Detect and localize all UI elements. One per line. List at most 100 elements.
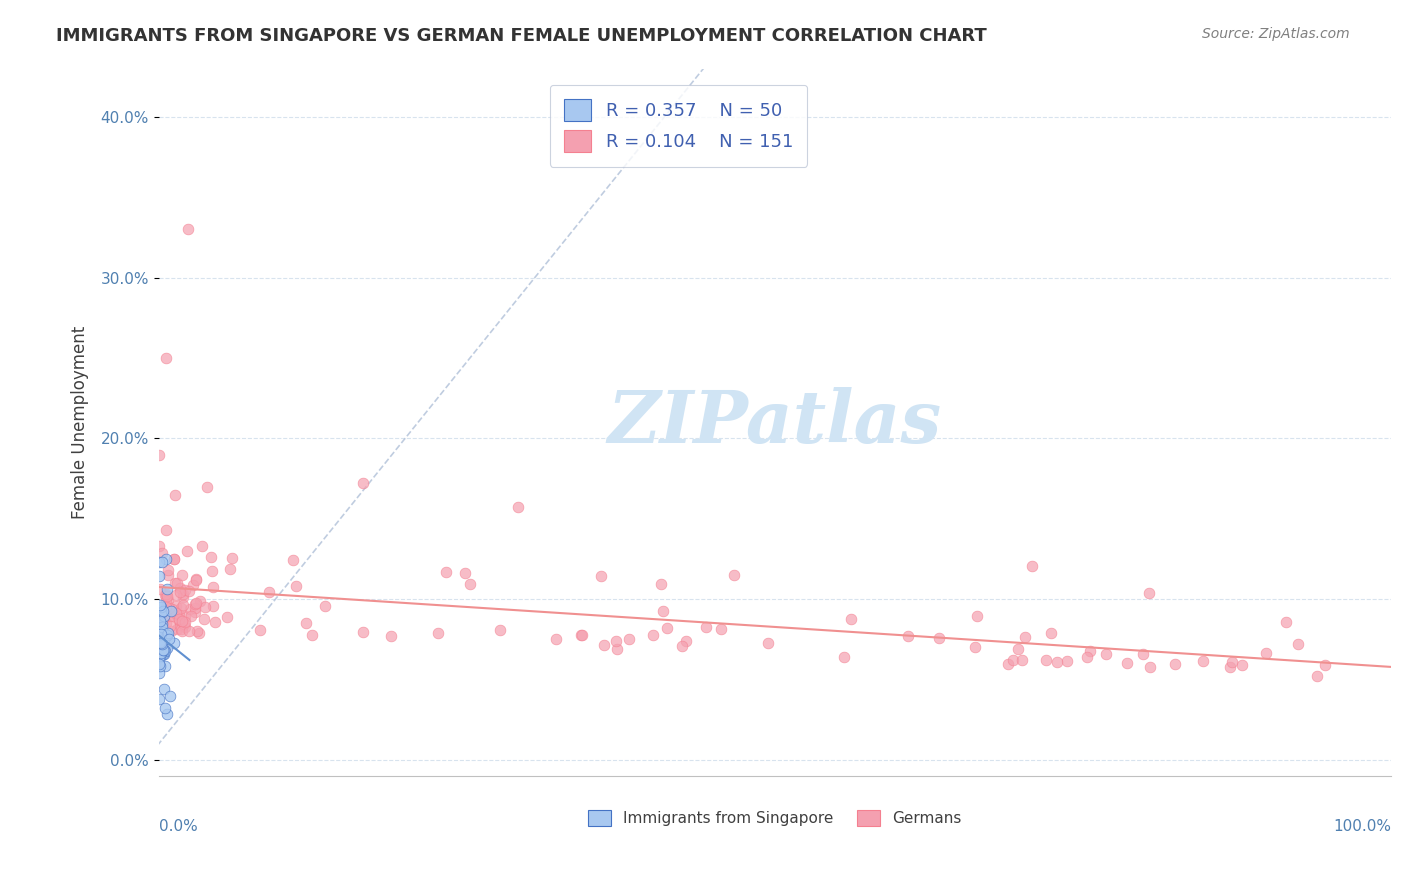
Point [174,615,197,629]
Point [1078,644,1101,658]
Point [167,613,190,627]
Point [1286,637,1309,651]
Point [184,596,207,610]
Point [695,620,717,634]
Point [159,689,181,703]
Point [157,563,180,577]
Point [157,600,180,615]
Point [167,612,190,626]
Point [155,592,177,607]
Point [1035,653,1057,667]
Point [1039,625,1062,640]
Point [841,612,863,626]
Point [186,624,208,639]
Point [170,601,193,615]
Point [155,552,177,566]
Point [157,593,180,607]
Point [655,621,678,635]
Point [169,584,191,599]
Point [177,624,200,638]
Point [153,659,176,673]
Point [149,634,172,648]
Point [221,551,243,566]
Point [1230,657,1253,672]
Point [928,631,950,645]
Point [617,632,640,646]
Point [153,609,176,624]
Point [1137,586,1160,600]
Point [149,659,172,673]
Point [165,588,187,602]
Point [174,608,197,623]
Point [1076,650,1098,665]
Point [1219,660,1241,674]
Point [1007,642,1029,657]
Point [1256,646,1278,660]
Point [190,540,212,554]
Point [380,629,402,643]
Point [163,552,186,566]
Point [200,549,222,564]
Point [194,599,217,614]
Point [180,608,202,623]
Point [148,650,170,665]
Point [152,642,174,657]
Point [352,476,374,491]
Point [165,599,187,613]
Point [149,598,172,612]
Point [155,627,177,641]
Point [454,566,477,580]
Point [152,638,174,652]
Point [1275,615,1298,630]
Point [153,612,176,626]
Point [571,628,593,642]
Point [352,625,374,640]
Point [148,582,170,597]
Point [1021,558,1043,573]
Point [156,582,179,596]
Point [160,609,183,624]
Point [163,552,186,566]
Text: Source: ZipAtlas.com: Source: ZipAtlas.com [1202,27,1350,41]
Point [149,600,172,615]
Point [162,602,184,616]
Point [150,646,173,660]
Point [170,614,193,628]
Point [174,582,197,597]
Point [160,624,183,638]
Point [157,632,180,646]
Point [1094,647,1116,661]
Point [1139,660,1161,674]
Point [155,586,177,600]
Y-axis label: Female Unemployment: Female Unemployment [72,326,89,519]
Point [150,556,173,570]
Point [148,540,170,554]
Point [163,576,186,591]
Point [284,579,307,593]
Point [148,556,170,570]
Point [156,567,179,582]
Point [149,634,172,648]
Point [166,622,188,636]
Point [184,573,207,587]
Point [157,626,180,640]
Point [152,647,174,661]
Point [1315,657,1337,672]
Point [156,589,179,603]
Point [177,584,200,599]
Point [150,620,173,634]
Point [165,606,187,620]
Point [1046,655,1069,669]
Point [997,657,1019,671]
Point [159,608,181,623]
Point [201,564,224,578]
Point [176,544,198,558]
Point [606,642,628,657]
Point [167,607,190,622]
Point [184,601,207,615]
Point [723,568,745,582]
Point [148,666,170,681]
Point [148,569,170,583]
Point [187,625,209,640]
Point [257,584,280,599]
